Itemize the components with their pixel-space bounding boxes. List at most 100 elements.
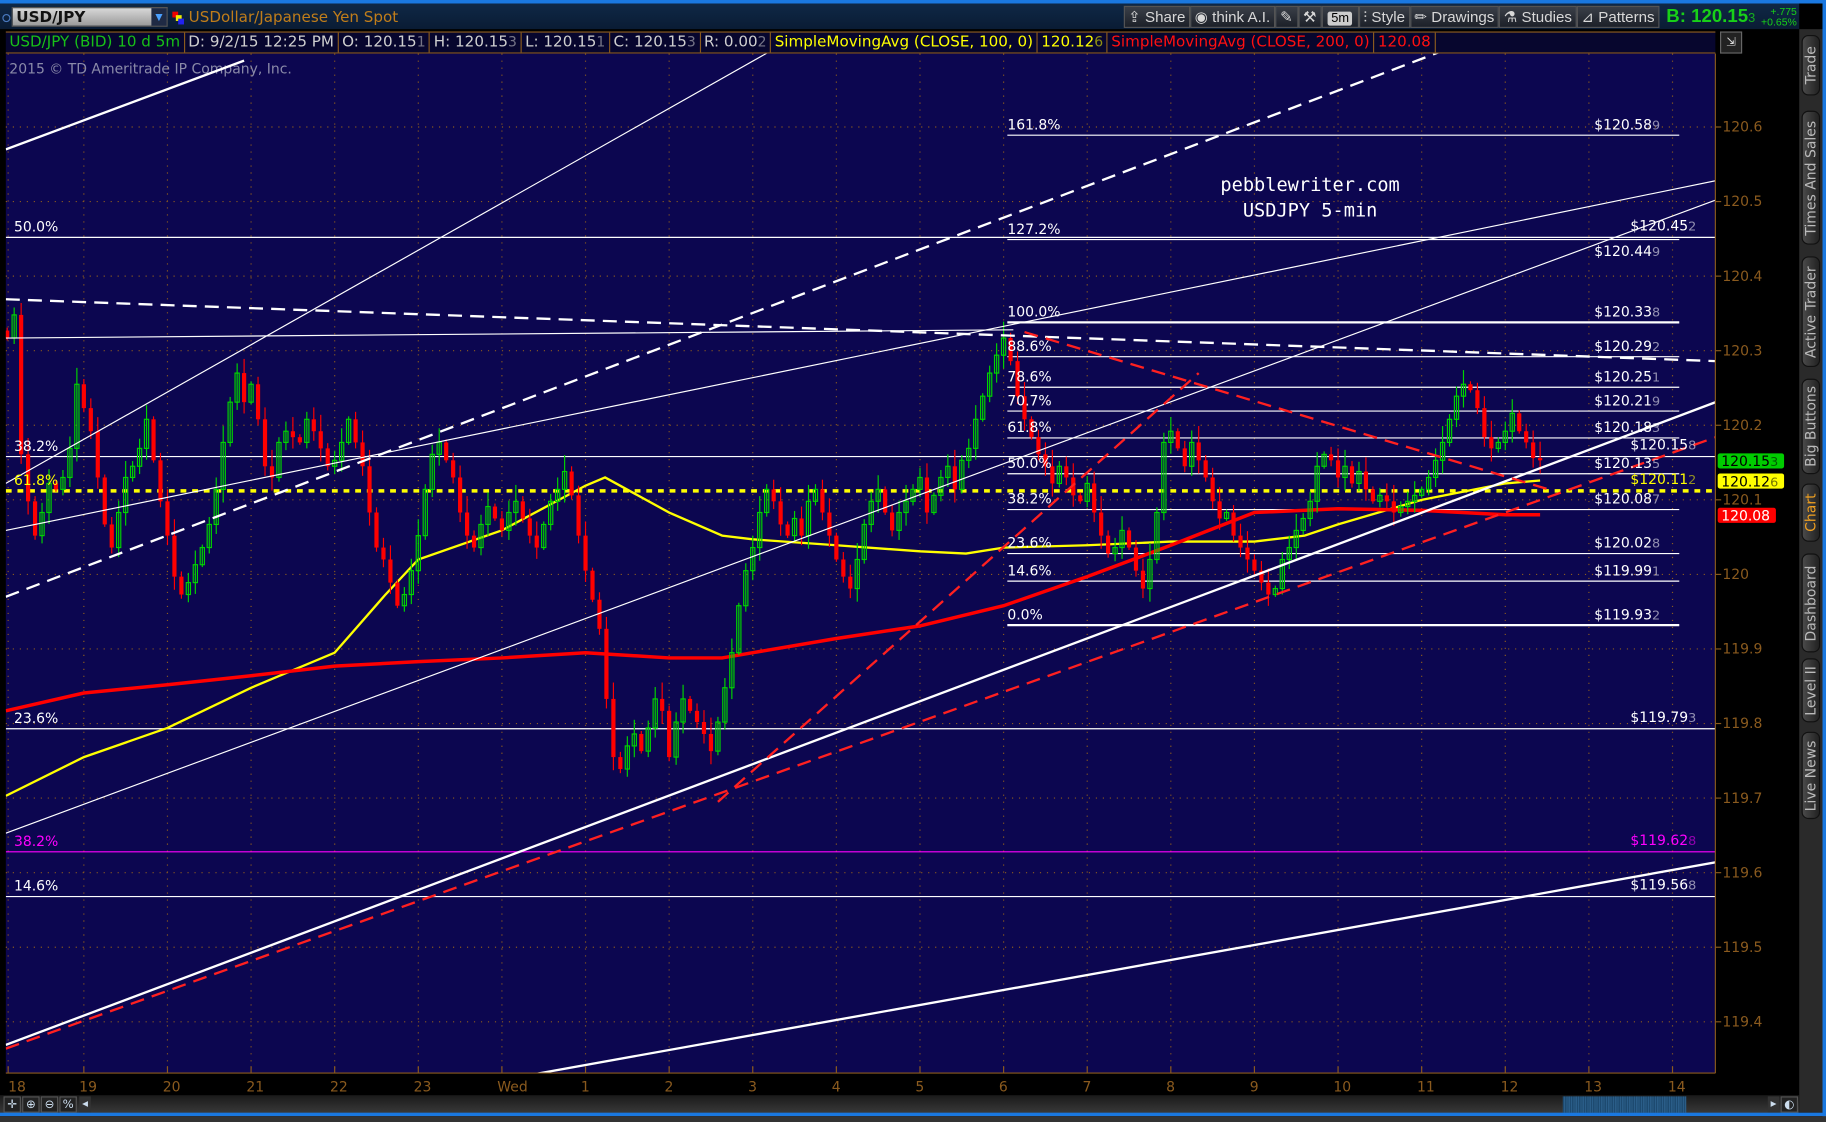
tab-dashboard[interactable]: Dashboard xyxy=(1801,553,1821,653)
style-button[interactable]: ⫶ Style xyxy=(1358,5,1410,28)
fib-price-label: $120.158 xyxy=(1630,438,1696,454)
candle-down xyxy=(353,419,358,443)
tab-chart[interactable]: Chart xyxy=(1801,483,1821,542)
drawings-button[interactable]: ✏ Drawings xyxy=(1409,5,1500,28)
trendlines[interactable] xyxy=(5,52,1716,1074)
link-icon[interactable] xyxy=(2,13,11,23)
candle-down xyxy=(1182,448,1187,467)
studies-icon: ⚗ xyxy=(1503,8,1522,26)
candle-down xyxy=(1175,431,1180,449)
candle-down xyxy=(708,733,714,752)
price-tick-label: 120.2 xyxy=(1722,418,1762,434)
fib-price-label: $119.568 xyxy=(1630,878,1696,894)
pin-cursor-icon[interactable]: ⇲ xyxy=(1720,31,1743,54)
candle-up xyxy=(736,605,742,654)
price-chart[interactable]: 2015 © TD Ameritrade IP Company, Inc. pe… xyxy=(0,0,1799,1095)
price-axis[interactable]: 120.6 120.5 120.4 120.3 120.2 120.1 120 119.9 11… xyxy=(1715,120,1762,1031)
sma200-label[interactable]: SimpleMovingAvg (CLOSE, 200, 0) xyxy=(1108,32,1375,53)
candle-down xyxy=(834,535,839,560)
fibonacci-levels[interactable] xyxy=(5,134,1716,898)
share-icon: ⇪ xyxy=(1128,8,1145,26)
sma100-label[interactable]: SimpleMovingAvg (CLOSE, 100, 0) xyxy=(771,32,1038,53)
tab-active-trader[interactable]: Active Trader xyxy=(1801,256,1821,368)
candle-up xyxy=(1460,383,1467,397)
scroll-right-arrow-icon[interactable]: ▸ xyxy=(1767,1096,1780,1113)
pencil-icon: ✏ xyxy=(1414,8,1432,26)
info-high: H: 120.153 xyxy=(430,32,522,53)
candle-up xyxy=(39,511,45,537)
tab-level-ii[interactable]: Level II xyxy=(1801,658,1821,723)
candle-down xyxy=(1482,408,1487,438)
tab-live-news[interactable]: Live News xyxy=(1801,731,1821,820)
plot-area[interactable] xyxy=(5,53,1716,1074)
fib-percent-label: 100.0% xyxy=(1007,305,1060,321)
crosshair-icon[interactable]: ✛ xyxy=(3,1096,21,1113)
candle-up xyxy=(1509,412,1515,432)
candle-down xyxy=(890,512,895,531)
candle-up xyxy=(1418,488,1425,496)
candle-down xyxy=(242,373,247,403)
price-tick-label: 119.7 xyxy=(1722,791,1762,807)
price-tick-label: 119.4 xyxy=(1722,1014,1762,1030)
share-button[interactable]: ⇪ Share xyxy=(1123,5,1191,28)
candle-down xyxy=(1022,396,1027,420)
candle-down xyxy=(1370,489,1375,502)
window-border-bottom xyxy=(0,1112,1826,1117)
candle-up xyxy=(729,652,735,689)
tab-trade[interactable]: Trade xyxy=(1801,34,1821,96)
fib-percent-label: 127.2% xyxy=(1007,222,1060,238)
fib-price-label: $120.183 xyxy=(1594,420,1660,436)
candle-up xyxy=(1112,546,1118,555)
candle-down xyxy=(88,408,93,432)
price-tick-label: 119.6 xyxy=(1722,865,1762,881)
dropdown-arrow-icon[interactable]: ▼ xyxy=(151,8,167,26)
time-tick-label: 20 xyxy=(163,1080,181,1095)
settings-wrench-icon[interactable]: ⚒ xyxy=(1298,5,1322,28)
timeframe-button[interactable]: 5m xyxy=(1321,5,1359,28)
candle-up xyxy=(624,745,631,770)
fib-percent-label: 78.6% xyxy=(1007,369,1051,385)
candle-up xyxy=(966,447,972,461)
fib-price-label: $119.793 xyxy=(1630,710,1696,726)
candle-up xyxy=(722,687,728,723)
trendline xyxy=(5,199,1716,834)
candle-down xyxy=(1238,535,1243,548)
symbol-toolbar: USD/JPY ▼ USDollar/Japanese Yen Spot ⇪ Sh… xyxy=(0,3,1800,30)
candle-down xyxy=(1363,471,1369,490)
zoom-in-icon[interactable]: ⊕ xyxy=(22,1096,40,1113)
fib-percent-label: 38.2% xyxy=(14,439,58,455)
candle-down xyxy=(667,710,672,758)
drawing-tools-icon[interactable]: ✎ xyxy=(1274,5,1299,28)
zoom-out-icon[interactable]: ⊖ xyxy=(40,1096,59,1113)
candle-down xyxy=(311,419,316,432)
time-tick-label: 22 xyxy=(330,1080,348,1095)
candle-up xyxy=(192,564,199,584)
time-scrollbar-thumb[interactable] xyxy=(1562,1096,1687,1113)
scroll-left-arrow-icon[interactable]: ◂ xyxy=(79,1096,91,1113)
candle-up xyxy=(1000,337,1007,356)
candle-down xyxy=(590,570,595,600)
candle-down xyxy=(924,477,930,513)
candle-up xyxy=(136,447,143,467)
candle-down xyxy=(576,495,581,536)
fib-percent-label: 50.0% xyxy=(14,220,58,236)
candle-style-icon: ⫶ xyxy=(1363,8,1372,26)
candle-up xyxy=(1425,476,1432,490)
time-tick-label: 12 xyxy=(1501,1080,1519,1095)
candle-up xyxy=(506,511,512,531)
candle-down xyxy=(255,384,261,420)
symbol-selector[interactable]: USD/JPY ▼ xyxy=(11,6,168,27)
fib-percent-label: 23.6% xyxy=(14,711,58,727)
expand-time-icon[interactable]: ◐ xyxy=(1780,1096,1799,1113)
time-axis[interactable]: 18 19 20 21 22 23 Wed 1 2 3 4 5 6 7 8 9 10 11 12 13 14 xyxy=(7,1066,1686,1095)
tab-big-buttons[interactable]: Big Buttons xyxy=(1801,378,1821,475)
candle-up xyxy=(429,453,435,490)
studies-button[interactable]: ⚗ Studies xyxy=(1499,5,1577,28)
percent-icon[interactable]: % xyxy=(59,1096,77,1113)
think-ai-button[interactable]: ◉ think A.I. xyxy=(1190,5,1275,28)
patterns-button[interactable]: ⊿ Patterns xyxy=(1576,5,1660,28)
candle-up xyxy=(750,546,756,572)
tab-times-and-sales[interactable]: Times And Sales xyxy=(1801,110,1821,245)
fib-price-label: $120.251 xyxy=(1594,369,1660,385)
